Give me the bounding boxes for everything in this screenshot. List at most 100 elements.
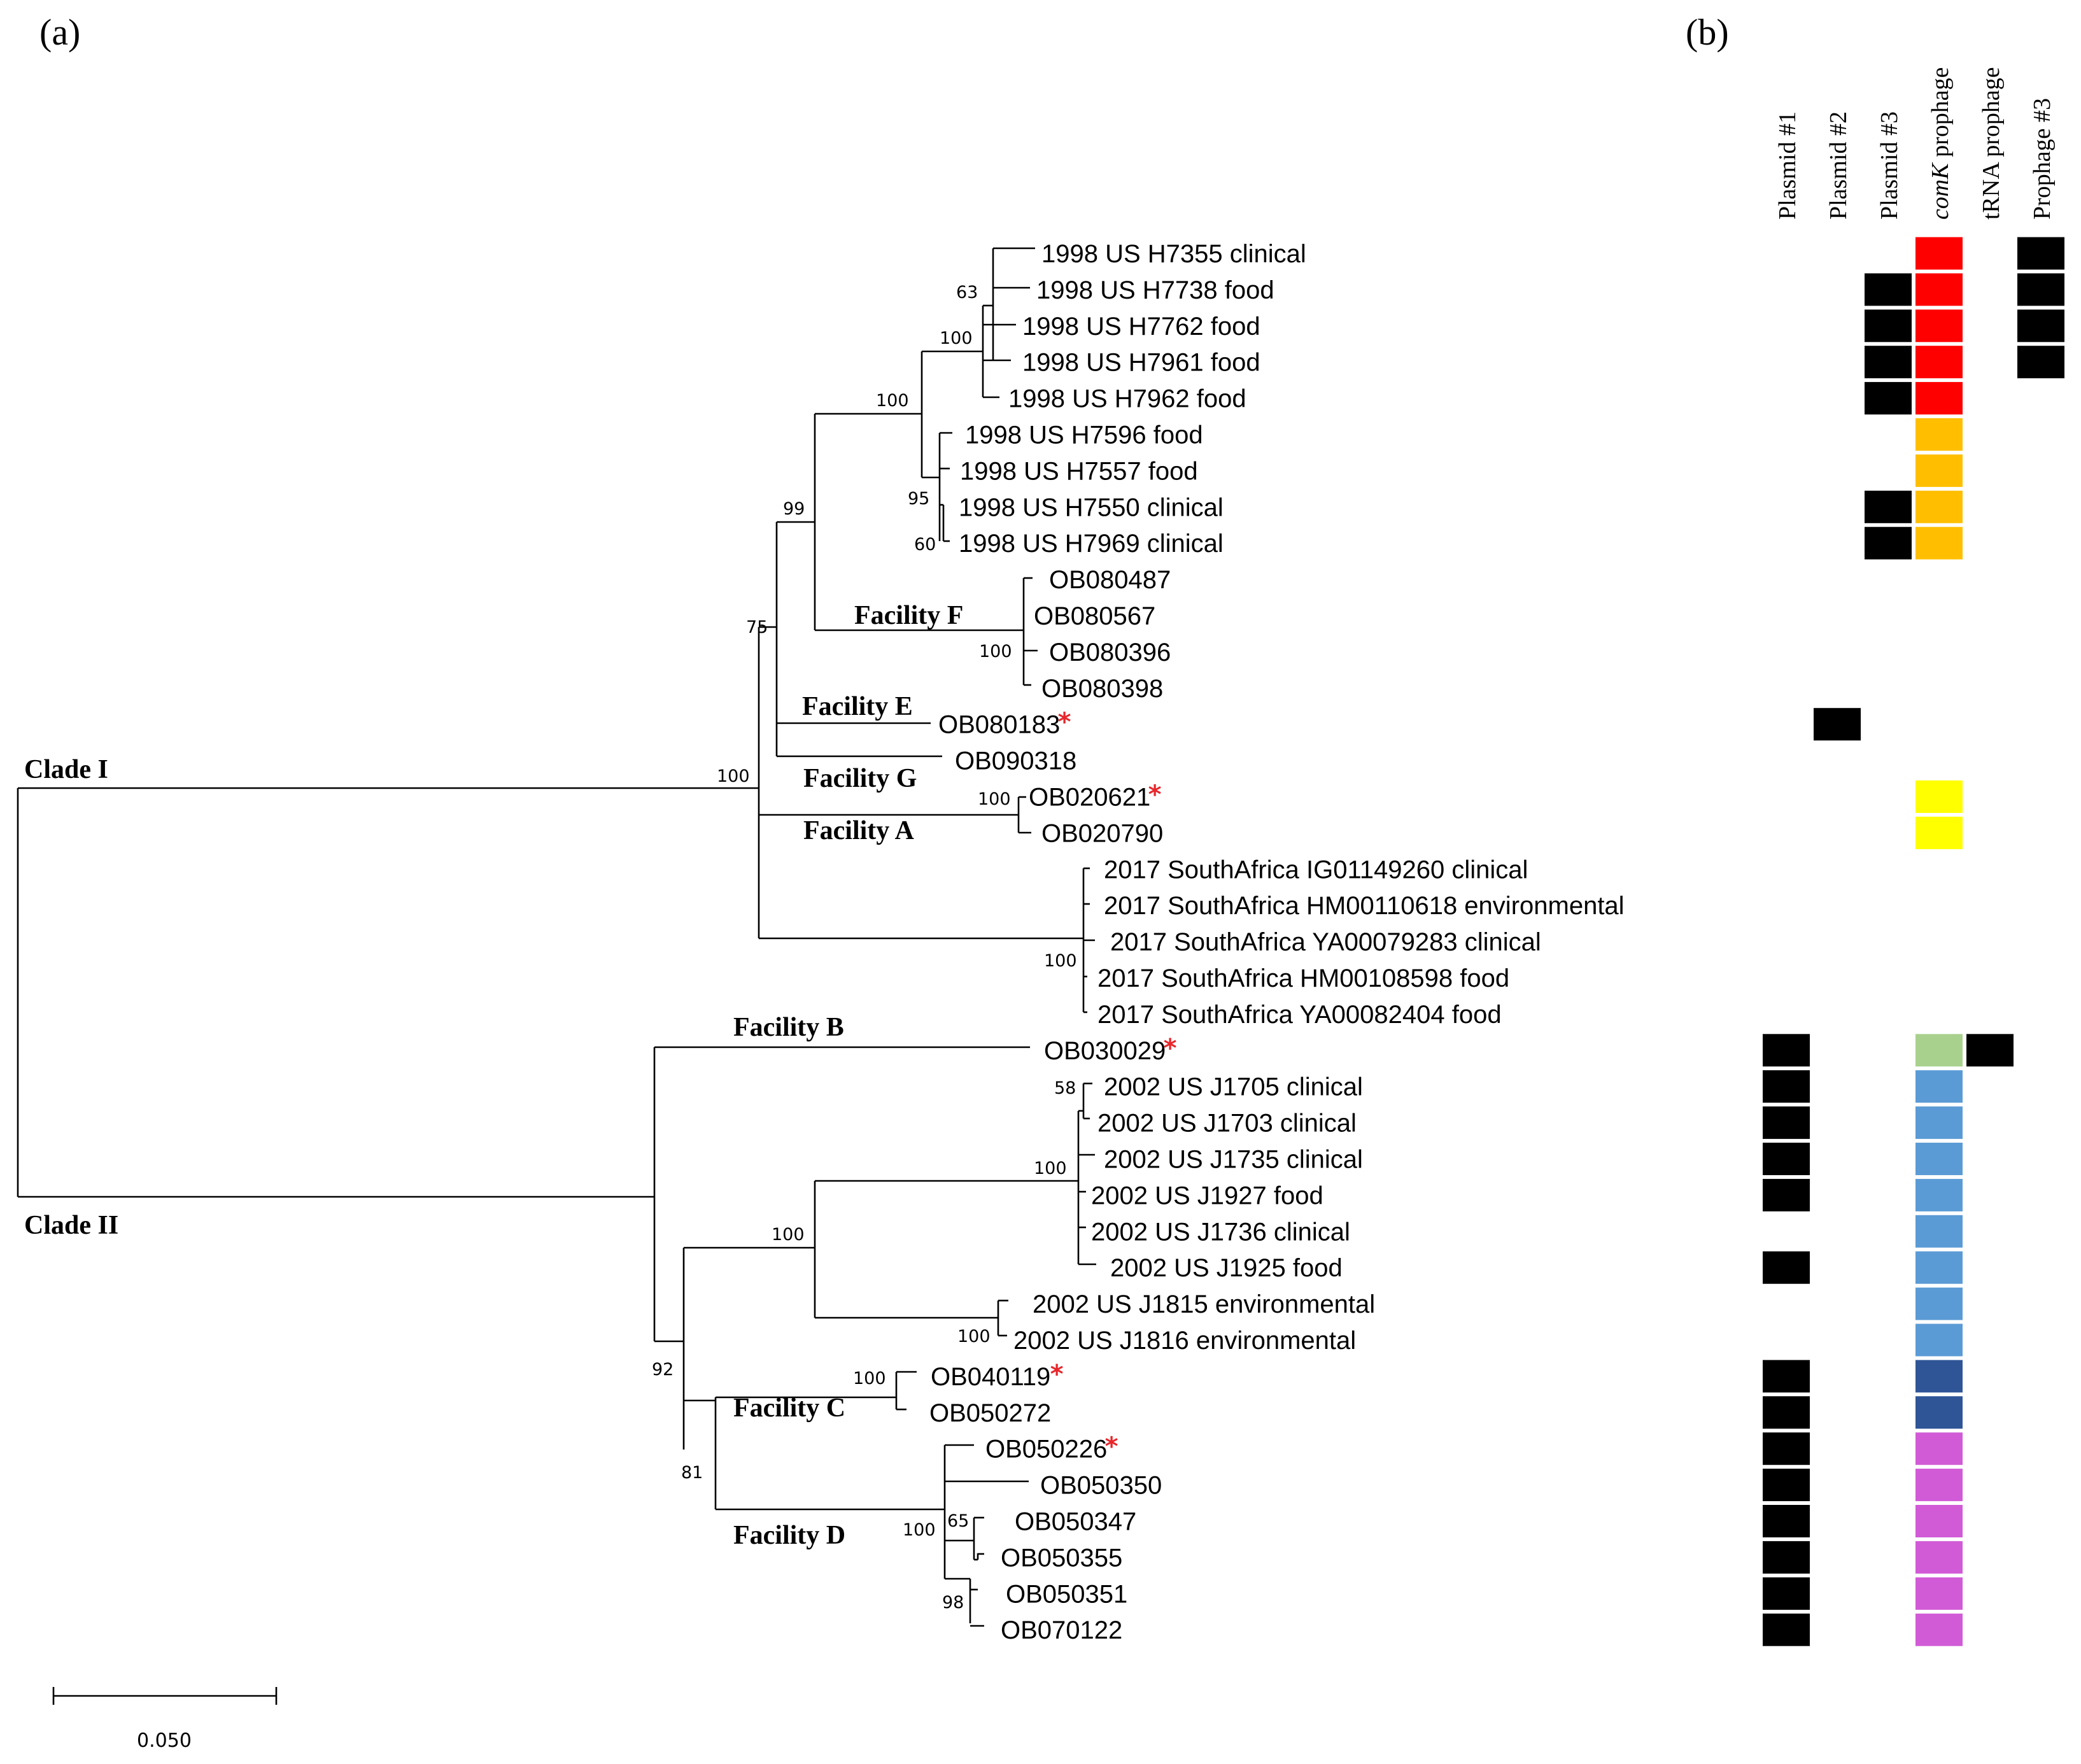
- facility-c-label: Facility C: [733, 1394, 845, 1423]
- matrix-cell-plasmid3: [1863, 381, 1913, 416]
- matrix-cell-prophage3: [2016, 344, 2066, 380]
- leaf-label: 2017 SouthAfrica YA00082404 food: [1097, 1001, 1502, 1029]
- significance-star: *: [1105, 1432, 1118, 1462]
- facility-g-label: Facility G: [803, 764, 917, 793]
- matrix-cell-plasmid1: [1761, 1467, 1811, 1503]
- leaf-label: 1998 US H7962 food: [1008, 385, 1246, 413]
- leaf-label: OB050355: [1001, 1544, 1122, 1572]
- matrix-cell-plasmid1: [1761, 1539, 1811, 1575]
- matrix-cell-plasmid3: [1863, 489, 1913, 525]
- column-header-text: Plasmid #3: [1876, 111, 1903, 220]
- matrix-cell-comK: [1914, 779, 1964, 814]
- matrix-cell-plasmid3: [1863, 525, 1913, 561]
- leaf-label: 2002 US J1735 clinical: [1104, 1146, 1363, 1174]
- leaf-label: 2017 SouthAfrica HM00110618 environmenta…: [1104, 892, 1625, 920]
- leaf-label: 2002 US J1736 clinical: [1091, 1218, 1350, 1246]
- significance-star: *: [1164, 1034, 1177, 1063]
- leaf-label: OB080398: [1041, 675, 1163, 703]
- column-header-text: Plasmid #2: [1825, 111, 1852, 220]
- leaf-label: OB050272: [929, 1399, 1051, 1427]
- matrix-cell-plasmid1: [1761, 1105, 1811, 1141]
- matrix-cell-comK: [1914, 344, 1964, 380]
- scale-bar-label: 0.050: [137, 1730, 192, 1752]
- leaf-label: OB050350: [1040, 1472, 1162, 1500]
- leaf-label: 1998 US H7738 food: [1036, 276, 1274, 304]
- bootstrap-value: 100: [1044, 951, 1077, 971]
- column-header: Plasmid #1: [1774, 111, 1801, 220]
- column-header-italic: comK: [1927, 162, 1954, 220]
- matrix-cell-comK: [1914, 1358, 1964, 1394]
- bootstrap-value: 65: [947, 1511, 969, 1531]
- bootstrap-value: 100: [853, 1369, 886, 1388]
- bootstrap-value: 100: [903, 1520, 936, 1540]
- leaf-label: 2002 US J1816 environmental: [1013, 1327, 1356, 1355]
- matrix-cell-plasmid3: [1863, 308, 1913, 344]
- matrix-cell-plasmid3: [1863, 272, 1913, 307]
- panel-a-label: (a): [39, 11, 80, 53]
- bootstrap-value: 100: [772, 1225, 805, 1245]
- matrix-cell-comK: [1914, 1467, 1964, 1503]
- matrix-cell-plasmid1: [1761, 1395, 1811, 1430]
- matrix-cell-comK: [1914, 1033, 1964, 1068]
- scale-bar: 0.050: [52, 1687, 278, 1752]
- bootstrap-value: 95: [908, 489, 929, 509]
- leaf-label: 1998 US H7557 food: [960, 457, 1198, 485]
- matrix-cell-plasmid2: [1812, 707, 1862, 742]
- bootstrap-value: 81: [681, 1463, 703, 1483]
- matrix-cell-prophage3: [2016, 308, 2066, 344]
- leaf-labels: 1998 US H7355 clinical 1998 US H7738 food…: [929, 240, 1625, 1644]
- matrix-cell-comK: [1914, 308, 1964, 344]
- bootstrap-value: 100: [717, 766, 750, 786]
- matrix-cell-plasmid1: [1761, 1141, 1811, 1176]
- leaf-label: OB080396: [1049, 639, 1171, 667]
- column-headers: Plasmid #1 Plasmid #2 Plasmid #3 comK proph…: [1774, 67, 2056, 220]
- leaf-label: 1998 US H7961 food: [1022, 349, 1260, 377]
- leaf-label: 2002 US J1705 clinical: [1104, 1073, 1363, 1101]
- column-header: Plasmid #2: [1825, 111, 1852, 220]
- leaf-label: 1998 US H7762 food: [1022, 313, 1260, 341]
- matrix-cell-comK: [1914, 272, 1964, 307]
- column-header-text: Plasmid #1: [1774, 111, 1801, 220]
- matrix-cell-comK: [1914, 525, 1964, 561]
- bootstrap-value: 100: [957, 1327, 991, 1346]
- matrix-cell-plasmid1: [1761, 1576, 1811, 1611]
- leaf-label: OB080487: [1049, 566, 1171, 594]
- leaf-label: 2017 SouthAfrica YA00079283 clinical: [1110, 928, 1541, 956]
- matrix-cell-plasmid1: [1761, 1431, 1811, 1467]
- matrix-cell-plasmid1: [1761, 1177, 1811, 1213]
- clade-1-label: Clade I: [24, 755, 108, 784]
- facility-a-label: Facility A: [803, 816, 914, 845]
- matrix-cell-comK: [1914, 1504, 1964, 1539]
- leaf-label: 2017 SouthAfrica HM00108598 food: [1097, 964, 1509, 992]
- matrix-cell-comK: [1914, 1576, 1964, 1611]
- significance-star: *: [1148, 780, 1162, 810]
- leaf-label: 1998 US H7969 clinical: [959, 530, 1224, 558]
- facility-d-label: Facility D: [733, 1521, 845, 1550]
- matrix-cell-comK: [1914, 1539, 1964, 1575]
- leaf-label: 2002 US J1815 environmental: [1033, 1290, 1375, 1318]
- matrix-cell-comK: [1914, 1105, 1964, 1141]
- leaf-label: 1998 US H7550 clinical: [959, 493, 1224, 521]
- matrix-cell-comK: [1914, 1177, 1964, 1213]
- bootstrap-value: 100: [876, 391, 909, 411]
- leaf-label: 1998 US H7596 food: [965, 421, 1203, 449]
- leaf-label: 2002 US J1927 food: [1091, 1182, 1323, 1210]
- matrix-cell-comK: [1914, 417, 1964, 452]
- column-header-text: prophage: [1927, 67, 1954, 163]
- matrix-cell-plasmid1: [1761, 1358, 1811, 1394]
- matrix-cell-comK: [1914, 1250, 1964, 1285]
- facility-b-label: Facility B: [733, 1013, 844, 1042]
- column-header-text: tRNA prophage: [1978, 67, 2005, 220]
- matrix-cell-comK: [1914, 1141, 1964, 1176]
- column-header: Plasmid #3: [1876, 111, 1903, 220]
- facility-f-label: Facility F: [854, 601, 963, 630]
- matrix-cell-comK: [1914, 1322, 1964, 1358]
- bootstrap-value: 100: [979, 642, 1012, 661]
- matrix-cell-comK: [1914, 236, 1964, 271]
- leaf-label: OB070122: [1001, 1616, 1122, 1644]
- tree-branches: [17, 247, 1096, 1627]
- matrix-cell-plasmid1: [1761, 1612, 1811, 1648]
- column-header-text: Prophage #3: [2029, 98, 2056, 220]
- leaf-label: 1998 US H7355 clinical: [1041, 240, 1306, 268]
